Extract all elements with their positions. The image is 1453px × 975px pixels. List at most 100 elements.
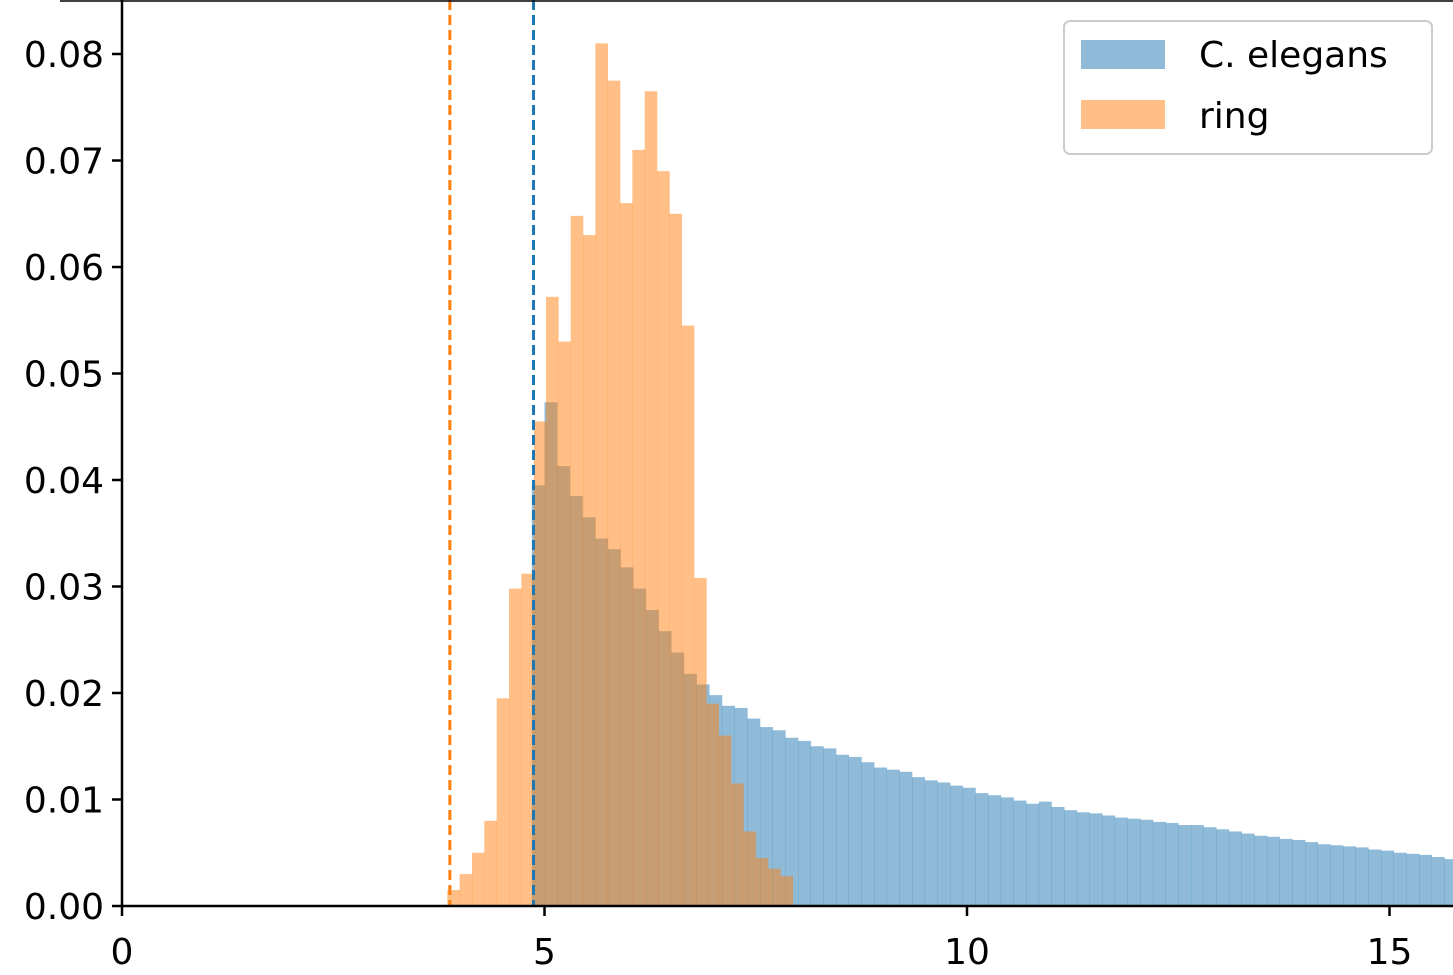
histogram-bar <box>1203 827 1217 906</box>
histogram-bar <box>546 296 559 906</box>
histogram-bar <box>1051 806 1065 906</box>
y-tick-label: 0.08 <box>24 35 104 76</box>
series-ring <box>447 43 794 907</box>
legend-label-c-elegans: C. elegans <box>1199 35 1388 76</box>
histogram-bar <box>644 91 658 906</box>
axes <box>60 0 1453 908</box>
histogram-bar <box>1279 838 1293 906</box>
histogram-bar <box>1114 817 1128 906</box>
histogram-bar <box>620 203 633 907</box>
histogram-bar <box>484 820 497 906</box>
histogram-bar <box>988 795 1002 906</box>
histogram-bar <box>848 756 862 906</box>
histogram-bar <box>1038 801 1052 906</box>
histogram-bar <box>1241 833 1255 906</box>
y-tick-label: 0.04 <box>24 461 104 502</box>
histogram-bar <box>1393 852 1407 906</box>
histogram-bar <box>583 235 596 907</box>
histogram-bar <box>1089 813 1103 906</box>
histogram-bar <box>1013 800 1027 906</box>
legend-label-ring: ring <box>1199 96 1269 137</box>
histogram-bar <box>743 831 757 906</box>
x-tick-label: 10 <box>944 932 990 973</box>
histogram-bar <box>798 740 811 906</box>
histogram-bar <box>1152 821 1166 906</box>
histogram-bar <box>755 858 769 906</box>
y-tick-label: 0.06 <box>24 248 104 289</box>
histogram-bar <box>1064 810 1078 906</box>
histogram-bar <box>1292 839 1306 906</box>
y-tick-label: 0.00 <box>24 887 104 928</box>
histogram-bar <box>1368 849 1382 906</box>
histogram-bar <box>1127 818 1141 906</box>
histogram-bar <box>1266 836 1280 906</box>
histogram-bar <box>1178 825 1192 906</box>
histogram-bar <box>1381 850 1395 906</box>
histogram-bar <box>823 748 837 906</box>
histogram-bar <box>1102 815 1116 906</box>
histogram-bar <box>681 325 695 907</box>
histogram-bar <box>912 777 926 906</box>
histogram-bar <box>521 573 534 906</box>
x-tick-label: 15 <box>1367 932 1413 973</box>
histogram-bar <box>1228 831 1242 906</box>
histogram-bar <box>595 43 609 907</box>
histogram-bar <box>810 746 824 906</box>
histogram-bar <box>459 874 473 906</box>
histogram-bar <box>899 771 913 906</box>
histogram-bar <box>1216 829 1230 906</box>
histogram-bar <box>924 780 938 906</box>
x-tick-label: 5 <box>533 932 556 973</box>
histogram-bar <box>632 149 646 907</box>
histogram-bar <box>962 787 976 906</box>
histogram-bar <box>533 421 547 906</box>
histogram-bar <box>1330 845 1344 906</box>
histogram-bar <box>1444 859 1453 906</box>
y-ticks: 0.00 0.01 0.02 0.03 0.04 0.05 0.06 0.07 0.08 <box>24 35 122 928</box>
histogram-bar <box>1165 822 1179 906</box>
histogram-bar <box>1406 853 1420 906</box>
histogram-bar <box>886 769 900 906</box>
histogram-bar <box>1026 803 1040 906</box>
histogram-bar <box>472 852 485 906</box>
histogram-bar <box>861 762 875 906</box>
y-tick-label: 0.07 <box>24 142 104 183</box>
histogram-bar <box>937 782 951 906</box>
y-tick-label: 0.01 <box>24 781 104 822</box>
legend-swatch-c-elegans <box>1081 40 1165 69</box>
histogram-bar <box>496 698 510 906</box>
histogram-bar <box>1431 857 1445 906</box>
histogram-bar <box>975 793 989 906</box>
histogram-bar <box>1355 847 1369 906</box>
y-tick-label: 0.05 <box>24 355 104 396</box>
x-tick-label: 0 <box>111 932 134 973</box>
histogram-bar <box>785 737 799 906</box>
histogram-bar <box>1254 835 1268 906</box>
histogram-bar <box>1305 842 1318 906</box>
histogram-bar <box>1343 846 1356 906</box>
legend: C. elegans ring <box>1063 20 1433 155</box>
histogram-bar <box>731 783 744 906</box>
reference-lines <box>448 0 536 906</box>
histogram-bar <box>836 754 849 906</box>
histogram-bar <box>607 80 621 907</box>
histogram-bar <box>669 213 683 906</box>
histogram-bar <box>1076 812 1090 906</box>
histogram-bar <box>780 876 794 906</box>
histogram-bar <box>1419 854 1433 906</box>
histogram-bar <box>1317 844 1331 906</box>
histogram-bar <box>509 588 522 906</box>
y-tick-label: 0.03 <box>24 568 104 609</box>
histogram-bar <box>558 341 571 906</box>
bars-layer <box>447 43 1453 907</box>
histogram-bar <box>706 703 720 906</box>
histogram-bar <box>772 730 786 906</box>
histogram-bar <box>694 577 707 906</box>
histogram-bar <box>1000 797 1014 906</box>
histogram-bar <box>768 868 781 906</box>
histogram-bar <box>1190 825 1204 906</box>
histogram-bar <box>874 767 888 906</box>
histogram-bar <box>950 785 964 906</box>
y-tick-label: 0.02 <box>24 674 104 715</box>
